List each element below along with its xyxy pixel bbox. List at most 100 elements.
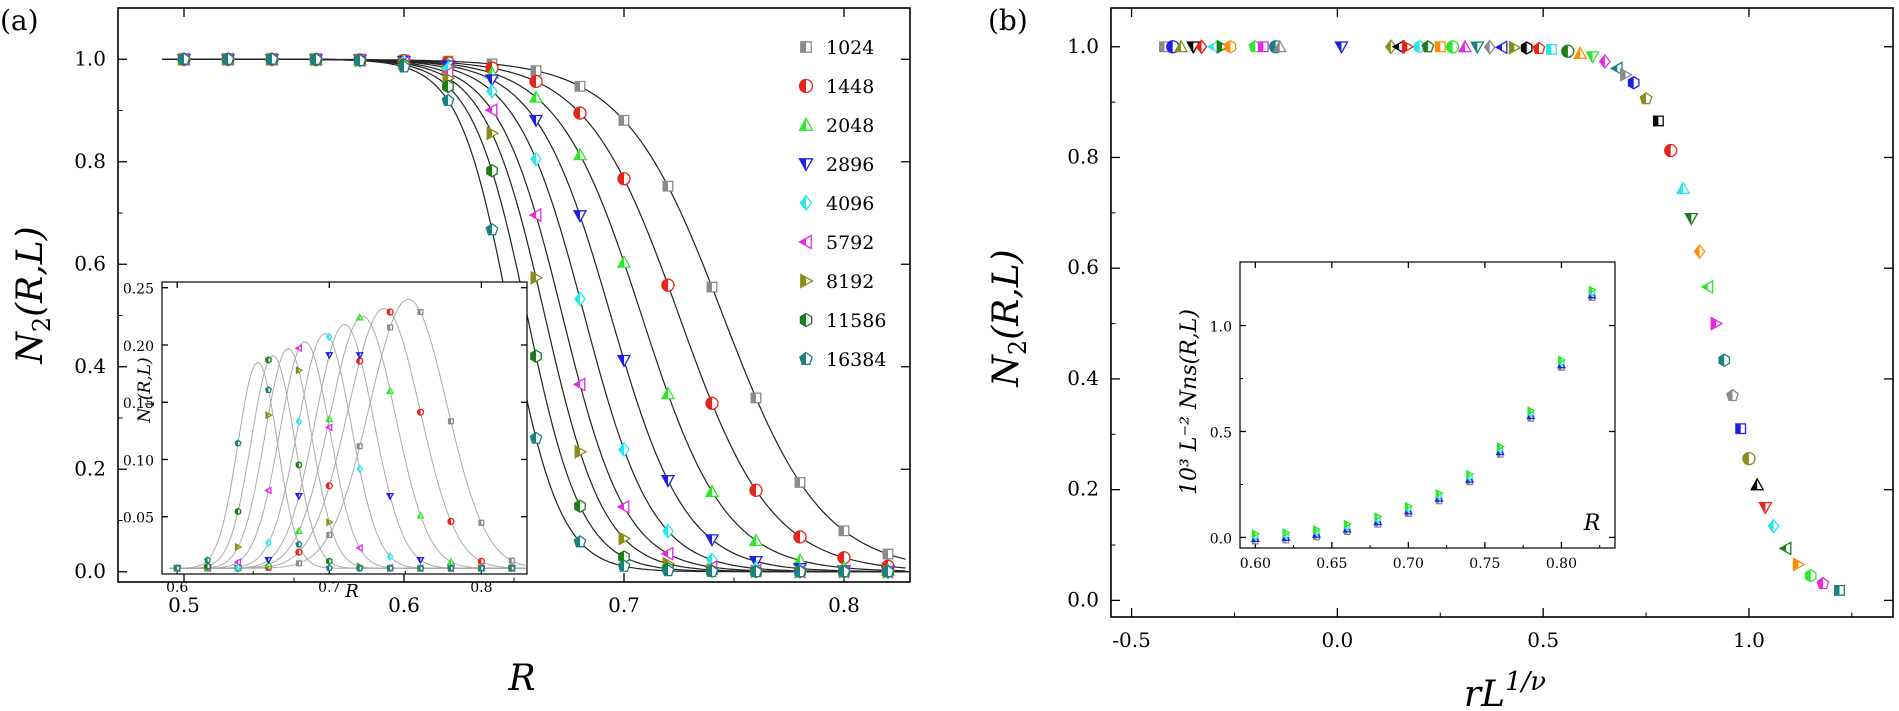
a-point-8192-7 bbox=[486, 126, 500, 141]
panel-a-y-axis-title: N2(R,L) bbox=[10, 226, 56, 364]
b-point-6 bbox=[1216, 39, 1230, 54]
b-point-31 bbox=[1598, 53, 1611, 70]
a-point-1024-9 bbox=[574, 80, 586, 92]
panel-b-data-points bbox=[1159, 39, 1845, 596]
ai-point-2896-72 bbox=[355, 352, 364, 360]
b-xtick-label-0: -0.5 bbox=[1112, 628, 1151, 652]
ai-point-1448-68 bbox=[295, 548, 303, 556]
panel-b-inset-x-axis-title: R bbox=[1583, 511, 1601, 536]
ai-point-16384-60 bbox=[173, 564, 181, 572]
a-point-5792-9 bbox=[572, 377, 586, 392]
a-point-2896-8 bbox=[528, 114, 544, 128]
ai-point-1024-70 bbox=[326, 531, 333, 538]
a-xtick-label-1: 0.6 bbox=[388, 593, 420, 617]
b-point-42 bbox=[1710, 316, 1724, 331]
panel-b-x-axis-title: rL1/ν bbox=[1464, 667, 1546, 711]
ai-point-2048-70 bbox=[325, 414, 334, 423]
b-point-48 bbox=[1758, 501, 1773, 515]
ai-point-1448-78 bbox=[447, 517, 455, 526]
ai-point-1448-70 bbox=[325, 482, 333, 490]
a-fit-curve-16384 bbox=[162, 58, 906, 573]
b-point-7 bbox=[1224, 40, 1237, 54]
bi-xtick-label-4: 0.80 bbox=[1546, 556, 1577, 572]
b-point-52 bbox=[1804, 569, 1817, 583]
ai-point-11586-70 bbox=[326, 557, 333, 566]
panel-a-inset-y-axis-title: N1(R,L) bbox=[135, 357, 157, 423]
panel-b-y-axis-title: N2(R,L) bbox=[986, 249, 1032, 387]
ai-point-4096-72 bbox=[356, 464, 364, 474]
panel-b-inset-points bbox=[1250, 285, 1597, 545]
ai-point-2896-76 bbox=[416, 556, 425, 565]
ai-point-2048-72 bbox=[355, 313, 364, 321]
a-point-1024-15 bbox=[838, 525, 850, 537]
a-xtick-label-2: 0.7 bbox=[608, 593, 640, 617]
legend-marker-8192 bbox=[800, 273, 814, 289]
legend-marker-1024 bbox=[800, 41, 812, 53]
bi-point-11-3 bbox=[1588, 285, 1597, 295]
a-point-16384-6 bbox=[441, 93, 455, 107]
panel-a-label: (a) bbox=[0, 4, 39, 37]
a-ytick-label-3: 0.6 bbox=[74, 251, 106, 275]
bi-xtick-label-0: 0.60 bbox=[1240, 556, 1271, 572]
panel-a-x-axis-title: R bbox=[507, 658, 535, 699]
a-ytick-label-1: 0.2 bbox=[74, 456, 106, 480]
panel-a: (a) 0.5 0.6 0.7 0.80.00.20.40.60.81.0 R N2(… bbox=[0, 4, 911, 699]
ai-point-11586-64 bbox=[234, 507, 242, 516]
a-point-2048-8 bbox=[528, 89, 544, 103]
b-point-19 bbox=[1445, 40, 1460, 54]
ai-point-8192-66 bbox=[265, 411, 273, 420]
b-point-4 bbox=[1195, 39, 1208, 55]
b-xtick-label-2: 0.5 bbox=[1527, 628, 1559, 652]
a-point-2048-11 bbox=[660, 386, 676, 400]
a-point-4096-11 bbox=[662, 523, 674, 539]
a-point-5792-10 bbox=[616, 499, 630, 514]
ai-point-16384-62 bbox=[204, 556, 212, 564]
ai-point-2048-68 bbox=[294, 526, 304, 534]
b-point-36 bbox=[1652, 115, 1664, 127]
b-point-21 bbox=[1470, 41, 1485, 55]
a-ytick-label-0: 0.0 bbox=[74, 559, 106, 583]
panel-a-inset-points bbox=[172, 308, 517, 573]
b-ytick-label-2: 0.4 bbox=[1067, 366, 1099, 390]
b-point-11 bbox=[1272, 39, 1287, 53]
bi-point-8-3 bbox=[1496, 442, 1505, 452]
a-point-8192-10 bbox=[618, 531, 632, 546]
ai-point-2896-70 bbox=[325, 352, 334, 360]
b-point-44 bbox=[1726, 388, 1739, 402]
legend-marker-2048 bbox=[798, 117, 814, 131]
a-point-16384-2 bbox=[265, 52, 279, 65]
a-point-16384-13 bbox=[749, 564, 763, 578]
ai-point-2048-76 bbox=[416, 511, 425, 519]
legend-label-1448: 1448 bbox=[826, 76, 874, 98]
b-point-12 bbox=[1334, 41, 1349, 55]
b-point-35 bbox=[1639, 92, 1653, 105]
bi-point-1-3 bbox=[1282, 527, 1291, 538]
b-point-45 bbox=[1735, 423, 1747, 435]
a-ytick-label-4: 0.8 bbox=[74, 149, 106, 173]
b-ytick-label-5: 1.0 bbox=[1067, 34, 1099, 58]
legend-label-2896: 2896 bbox=[826, 154, 874, 176]
panel-b-inset-frame bbox=[1239, 261, 1616, 549]
bi-xtick-label-2: 0.70 bbox=[1393, 556, 1424, 572]
ai-point-1024-72 bbox=[356, 443, 363, 450]
ai-point-4096-70 bbox=[325, 332, 333, 342]
ai-point-1024-68 bbox=[295, 560, 302, 567]
b-point-26 bbox=[1532, 41, 1546, 55]
b-point-41 bbox=[1700, 279, 1714, 295]
panel-b-inset: 0.60 0.65 0.70 0.75 0.80 0.0 0.5 1.0 R 10³ L⁻² … bbox=[1177, 261, 1616, 572]
b-point-2 bbox=[1173, 39, 1189, 53]
a-point-16384-9 bbox=[573, 535, 587, 548]
a-point-16384-1 bbox=[221, 52, 235, 65]
ai-point-1024-80 bbox=[478, 519, 485, 526]
b-point-53 bbox=[1816, 576, 1830, 590]
b-point-20 bbox=[1457, 39, 1473, 53]
legend-label-5792: 5792 bbox=[826, 232, 874, 254]
ai-point-11586-66 bbox=[265, 356, 272, 364]
b-point-38 bbox=[1675, 181, 1691, 194]
a-point-1024-8 bbox=[530, 65, 542, 77]
a-point-8192-8 bbox=[530, 270, 544, 285]
a-point-2048-9 bbox=[572, 147, 588, 161]
a-point-11586-8 bbox=[530, 349, 542, 363]
bi-point-0-3 bbox=[1251, 529, 1261, 539]
ai-point-5792-64 bbox=[233, 557, 242, 567]
